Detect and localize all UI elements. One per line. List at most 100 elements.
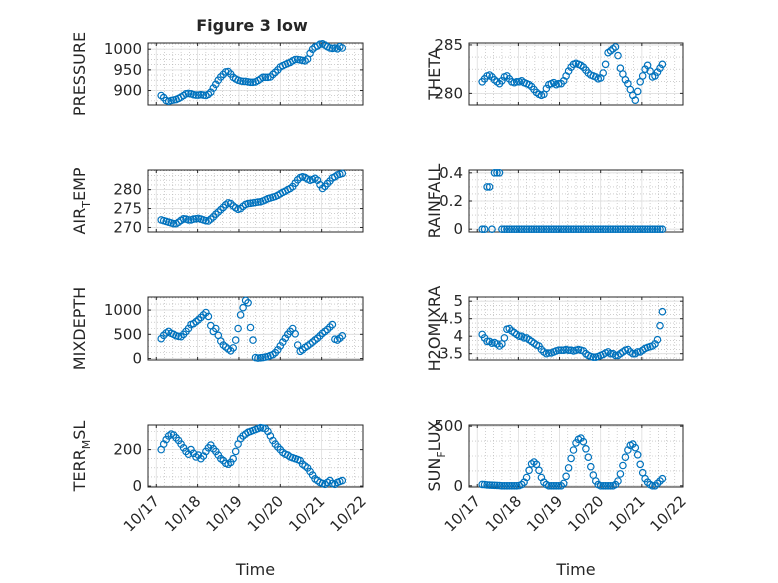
data-point — [493, 481, 501, 490]
y-tick-label: 280 — [434, 84, 463, 102]
data-point — [564, 464, 573, 472]
y-axis-label-main: RAINFALL — [425, 164, 444, 239]
y-axis-label: TERRMSL — [70, 421, 93, 493]
data-point — [631, 443, 640, 452]
data-point — [601, 225, 610, 234]
data-point — [619, 461, 627, 470]
data-point — [254, 354, 262, 362]
data-series — [478, 434, 667, 490]
data-point — [606, 349, 615, 358]
data-point — [633, 348, 642, 356]
data-point — [633, 450, 642, 459]
data-point — [658, 225, 667, 234]
data-point — [626, 225, 635, 234]
data-point — [498, 225, 506, 234]
data-point — [256, 353, 265, 362]
major-grid — [148, 170, 364, 232]
data-point — [335, 334, 344, 343]
data-point — [503, 225, 511, 234]
data-point — [624, 345, 632, 354]
data-point — [328, 320, 337, 329]
data-point — [224, 67, 233, 76]
data-point — [254, 198, 262, 206]
axes-box — [468, 42, 684, 106]
data-point — [614, 225, 622, 234]
data-point — [338, 476, 347, 485]
data-point — [599, 69, 608, 77]
y-axis-label-main: MIXDEPTH — [70, 287, 89, 370]
data-point — [579, 225, 588, 234]
subplot-pressure: 900 950 1000 PRESSURE — [70, 32, 364, 116]
data-point — [483, 337, 491, 346]
y-tick-label: 0 — [453, 477, 463, 495]
data-point — [490, 169, 499, 177]
y-tick-label: 950 — [113, 61, 142, 79]
data-point — [505, 481, 514, 490]
data-point — [266, 73, 275, 81]
y-axis-label-tail: SL — [70, 421, 89, 440]
data-point — [651, 72, 659, 80]
data-point — [656, 477, 664, 485]
data-point — [579, 437, 588, 446]
data-point — [552, 225, 561, 234]
ticks: 3.544.55 — [439, 292, 684, 363]
data-point — [199, 311, 208, 319]
data-point — [291, 55, 300, 64]
data-point — [189, 215, 198, 223]
data-point — [569, 446, 578, 454]
y-axis-label: H2OMIXRA — [425, 286, 444, 372]
data-point — [515, 332, 524, 341]
data-point — [535, 225, 543, 234]
data-point — [510, 225, 519, 234]
data-point — [261, 73, 270, 82]
ticks: 0 0.2 0.4 — [439, 164, 684, 238]
data-point — [212, 324, 220, 333]
y-tick-label: 285 — [434, 36, 463, 54]
data-point — [202, 308, 210, 317]
data-point — [522, 225, 531, 234]
y-tick-label: 0 — [132, 477, 142, 495]
data-point — [628, 225, 637, 234]
y-tick-label: 275 — [113, 200, 142, 218]
data-point — [544, 349, 553, 357]
data-point — [606, 46, 615, 55]
y-tick-label: 4.5 — [439, 310, 463, 328]
data-point — [495, 342, 504, 350]
data-point — [209, 84, 218, 92]
data-point — [611, 351, 620, 360]
data-point — [621, 76, 630, 84]
y-axis-label-main: H2OMIXRA — [425, 286, 444, 372]
data-point — [236, 204, 245, 213]
data-point — [557, 225, 566, 234]
data-point — [653, 225, 662, 234]
data-point — [589, 225, 598, 234]
data-point — [169, 219, 178, 228]
data-point — [619, 225, 627, 234]
data-point — [517, 225, 526, 234]
data-point — [653, 335, 662, 344]
y-tick-label: 270 — [113, 218, 142, 236]
data-point — [298, 345, 307, 354]
data-point — [520, 334, 528, 342]
data-point — [567, 454, 575, 463]
x-axis-label: Time — [555, 560, 595, 579]
y-axis-label-main: TERR — [70, 449, 89, 492]
y-axis-label-subscript: M — [80, 440, 93, 450]
data-point — [557, 481, 566, 490]
data-point — [582, 225, 590, 234]
data-point — [500, 334, 509, 342]
data-point — [316, 180, 324, 189]
ticks: 0 500 — [434, 417, 684, 495]
data-point — [577, 225, 585, 234]
data-point — [512, 481, 521, 490]
data-point — [214, 208, 223, 216]
data-point — [231, 447, 240, 456]
data-point — [159, 331, 168, 340]
data-point — [194, 315, 203, 324]
data-point — [483, 481, 491, 489]
data-point — [177, 332, 185, 341]
data-point — [633, 87, 642, 96]
data-point — [269, 350, 277, 359]
